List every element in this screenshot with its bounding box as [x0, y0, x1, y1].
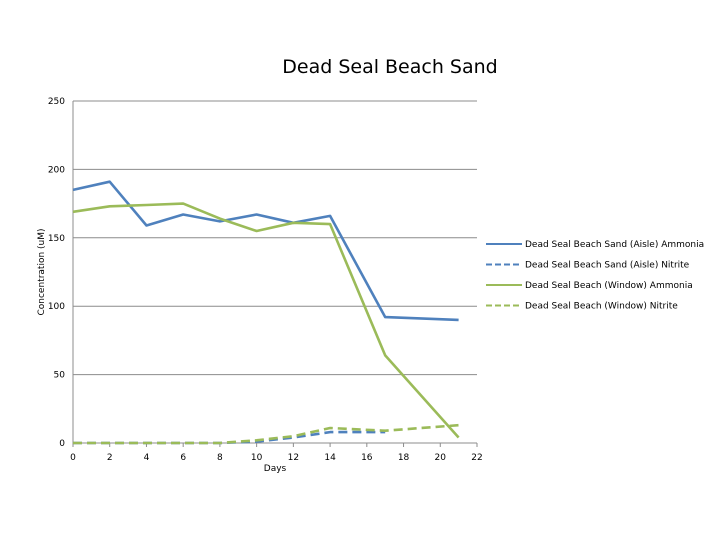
y-tick-label: 150	[48, 234, 65, 244]
chart-title: Dead Seal Beach Sand	[282, 56, 497, 78]
legend-label: Dead Seal Beach Sand (Aisle) Ammonia	[525, 240, 704, 250]
y-tick-label: 50	[54, 371, 66, 381]
y-tick-label: 200	[48, 165, 65, 175]
x-tick-label: 2	[107, 453, 113, 463]
y-tick-label: 250	[48, 97, 65, 107]
legend-label: Dead Seal Beach (Window) Ammonia	[525, 281, 693, 291]
series-line-1	[72, 180, 459, 322]
x-tick-label: 18	[398, 453, 410, 463]
legend: Dead Seal Beach Sand (Aisle) Ammonia Dead…	[486, 240, 704, 312]
legend-label: Dead Seal Beach Sand (Aisle) Nitrite	[525, 261, 690, 271]
x-tick-label: 4	[144, 453, 150, 463]
x-tick-label: 22	[471, 453, 482, 463]
legend-label: Dead Seal Beach (Window) Nitrite	[525, 302, 678, 312]
x-tick-label: 20	[435, 453, 447, 463]
y-tick-label: 0	[59, 439, 65, 449]
series-line-3	[72, 202, 460, 439]
y-axis-ticks: 0 50 100 150 200 250	[48, 97, 65, 449]
x-tick-label: 0	[70, 453, 76, 463]
x-tick-label: 10	[251, 453, 263, 463]
series-lines	[72, 180, 460, 445]
x-tick-label: 14	[324, 453, 336, 463]
grid	[72, 100, 477, 444]
series-line-4	[73, 423, 459, 445]
x-axis-label: Days	[264, 464, 287, 474]
y-axis-label: Concentration (uM)	[37, 228, 47, 315]
x-axis-ticks: 0 2 4 6 8 10 12 14 16 18 20 22	[70, 443, 483, 463]
x-tick-label: 12	[288, 453, 299, 463]
y-tick-label: 100	[48, 302, 65, 312]
x-tick-label: 6	[180, 453, 186, 463]
x-tick-label: 8	[217, 453, 223, 463]
x-tick-label: 16	[361, 453, 373, 463]
